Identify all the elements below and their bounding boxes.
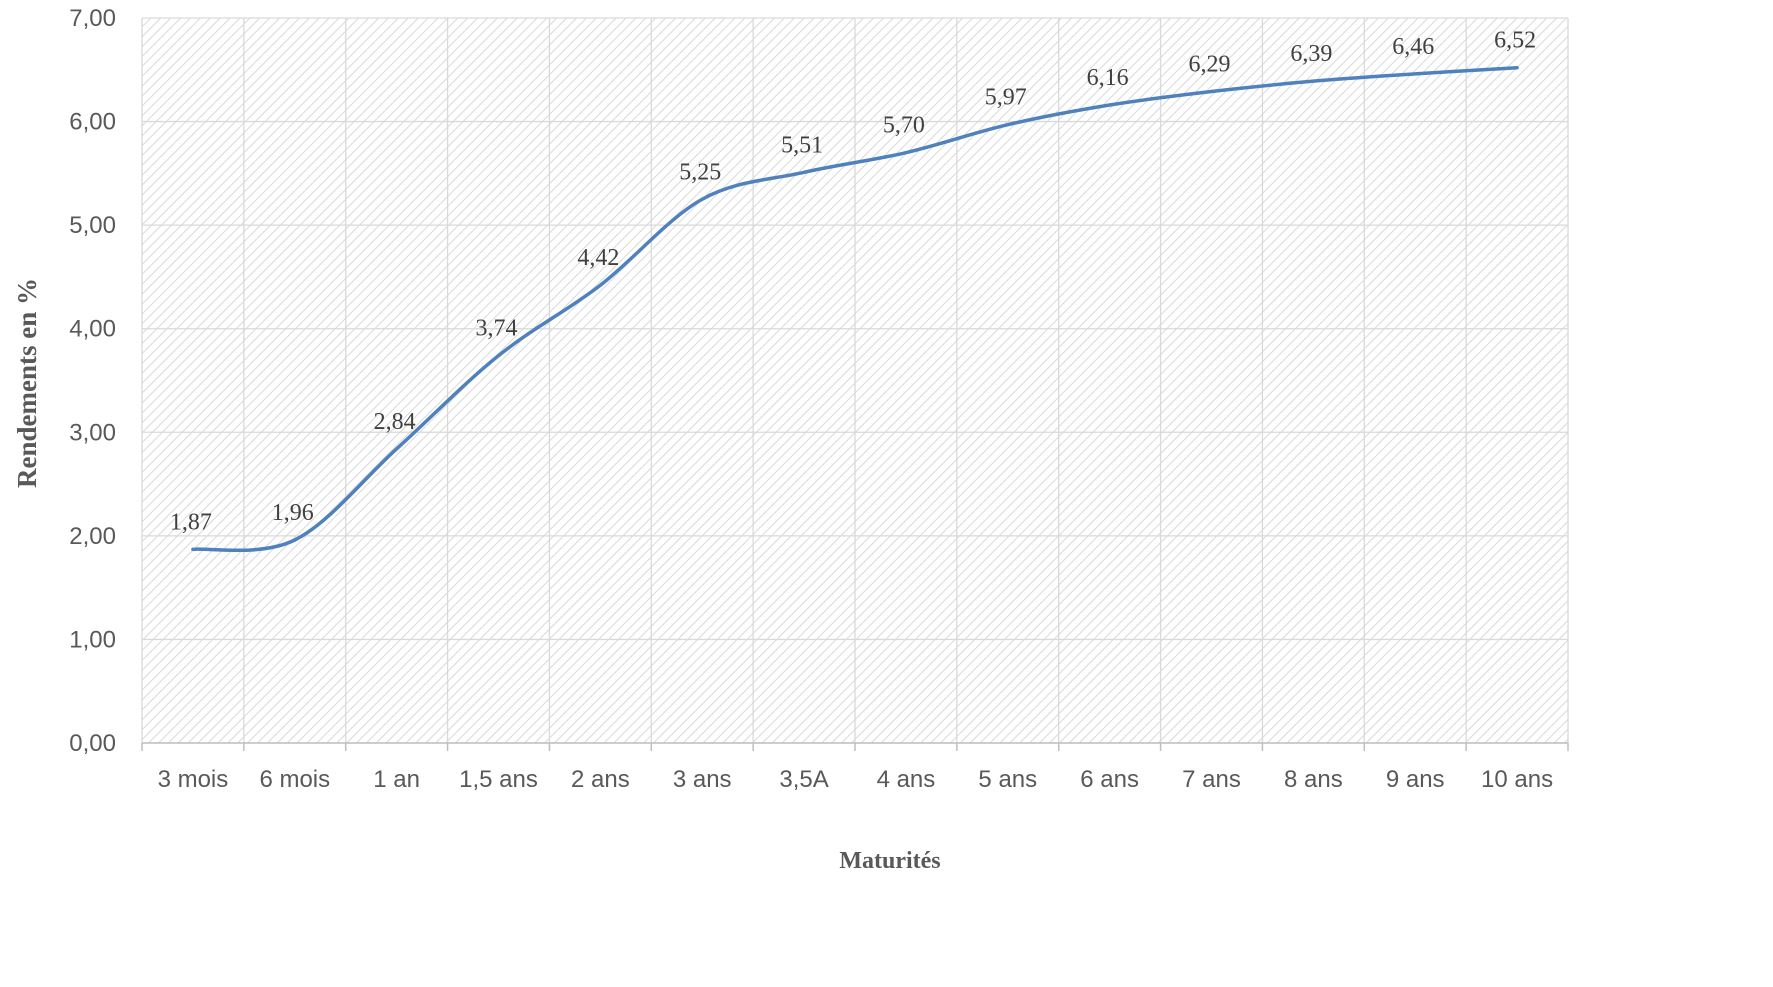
x-tick-label: 1,5 ans: [459, 766, 538, 793]
y-tick-label: 3,00: [69, 419, 116, 446]
x-tick-label: 7 ans: [1182, 766, 1241, 793]
tick-labels: 0,00 1,00 2,00 3,00 4,00 5,00 6,00 7,00 3 mois 6 …: [69, 5, 1553, 793]
y-axis-title: Rendements en %: [12, 278, 42, 488]
data-label: 5,70: [883, 113, 925, 139]
data-label: 6,52: [1494, 28, 1536, 54]
y-tick-label: 4,00: [69, 316, 116, 343]
data-label: 6,16: [1087, 65, 1129, 91]
x-tick-label: 6 mois: [259, 766, 330, 793]
data-labels: 1,87 1,96 2,84 3,74 4,42 5,25 5,51 5,70 5,97 6,16…: [170, 28, 1536, 536]
data-label: 6,46: [1392, 34, 1434, 60]
axes: [141, 742, 1569, 751]
gridlines: [141, 17, 1569, 744]
x-tick-label: 3,5A: [779, 766, 828, 793]
data-label: 2,84: [374, 409, 416, 435]
data-label: 5,51: [781, 132, 823, 158]
x-tick-label: 2 ans: [571, 766, 630, 793]
y-tick-label: 7,00: [69, 5, 116, 32]
data-label: 5,25: [679, 159, 721, 185]
data-label: 6,29: [1189, 52, 1231, 78]
x-tick-label: 5 ans: [978, 766, 1037, 793]
x-tick-label: 9 ans: [1386, 766, 1445, 793]
x-tick-label: 6 ans: [1080, 766, 1139, 793]
data-label: 4,42: [577, 245, 619, 271]
y-tick-label: 1,00: [69, 626, 116, 653]
x-tick-label: 3 mois: [158, 766, 229, 793]
x-tick-label: 8 ans: [1284, 766, 1343, 793]
data-label: 5,97: [985, 85, 1027, 111]
series-line: [191, 65, 1519, 553]
data-label: 6,39: [1290, 41, 1332, 67]
y-tick-label: 0,00: [69, 730, 116, 757]
y-tick-label: 6,00: [69, 109, 116, 136]
x-tick-label: 10 ans: [1481, 766, 1553, 793]
x-tick-label: 3 ans: [673, 766, 732, 793]
data-label: 1,87: [170, 509, 212, 535]
x-tick-label: 1 an: [373, 766, 420, 793]
x-tick-label: 4 ans: [877, 766, 936, 793]
data-label: 3,74: [476, 316, 518, 342]
y-tick-label: 5,00: [69, 212, 116, 239]
y-tick-label: 2,00: [69, 523, 116, 550]
x-axis-title: Maturités: [839, 848, 940, 874]
data-label: 1,96: [272, 500, 314, 526]
